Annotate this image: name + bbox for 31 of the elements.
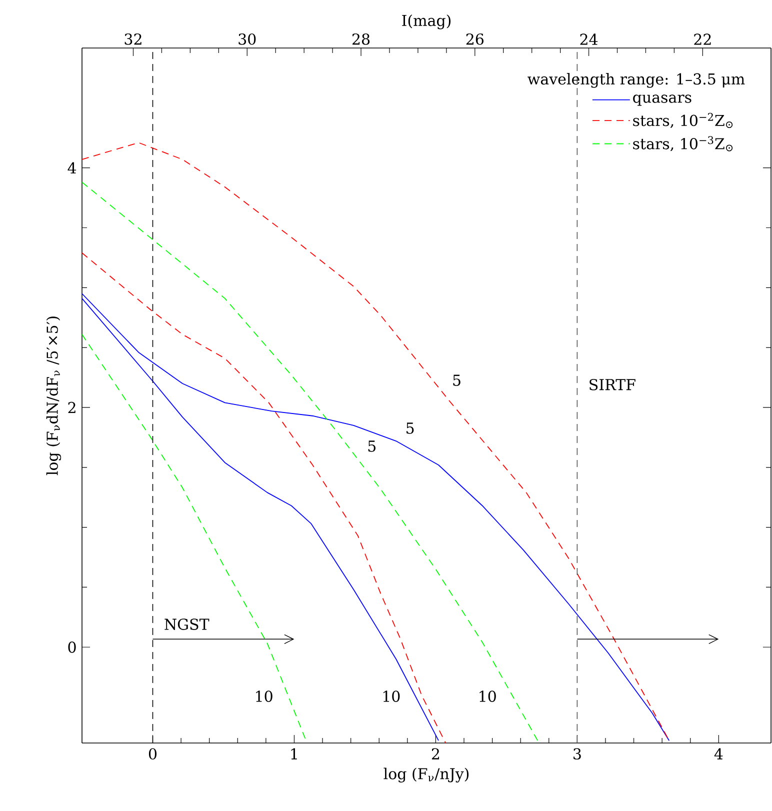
y-tick-label: 4 — [68, 162, 76, 174]
y-axis-title: log (F$_{ν}$dN/dF$_{ν}$ /5′×5′) — [46, 316, 62, 476]
annotation: 10 — [256, 690, 272, 702]
annotation: 5 — [453, 374, 460, 386]
x2-tick-label: 22 — [694, 34, 711, 45]
annotation: 5 — [406, 422, 414, 434]
x2-tick-label: 28 — [352, 33, 370, 45]
x-tick-label: 1 — [291, 748, 297, 760]
x2-tick-label: 26 — [466, 33, 484, 45]
ref-line-label: SIRTF — [590, 378, 636, 390]
line-series — [82, 182, 540, 743]
x-tick-label: 3 — [574, 748, 581, 760]
line-series — [82, 293, 670, 742]
x2-tick-label: 30 — [238, 33, 256, 45]
annotation: 5 — [368, 440, 376, 452]
x-tick-label: 2 — [432, 748, 440, 760]
legend-label: stars, 10$^{−3}$Z$_{⊙}$ — [633, 136, 733, 152]
legend-label: stars, 10$^{−2}$Z$_{⊙}$ — [633, 112, 733, 128]
annotation: 10 — [383, 690, 400, 702]
legend-label: quasars — [633, 94, 692, 106]
x2-axis-title: I(mag) — [402, 14, 451, 30]
y-tick-label: 2 — [68, 402, 76, 414]
legend-title: wavelength range: 1–3.5 μm — [528, 73, 745, 88]
x-axis-title: log (F$_{ν}$/nJy) — [384, 768, 469, 782]
x-tick-label: 4 — [714, 748, 723, 760]
ref-line-label: NGST — [164, 618, 210, 630]
x2-tick-label: 32 — [124, 33, 142, 45]
y-tick-label: 0 — [68, 641, 76, 653]
x-tick-label: 0 — [148, 748, 157, 760]
annotation: 10 — [480, 690, 496, 702]
x2-tick-label: 24 — [580, 34, 598, 45]
